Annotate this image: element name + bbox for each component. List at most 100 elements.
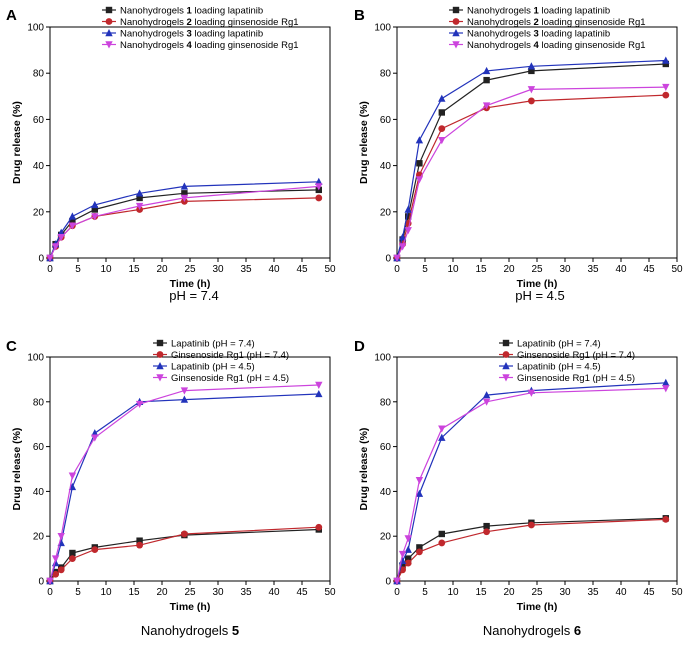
data-point <box>69 555 76 562</box>
data-point <box>136 541 144 549</box>
data-point <box>57 234 65 242</box>
legend-label: Lapatinib (pH = 7.4) <box>171 339 255 350</box>
chart-panel-c: C 0 5 10 15 20 25 30 35 40 45 50 0 20 40 60 80 100 Time (h… <box>6 338 336 638</box>
panel-caption: pH = 4.5 <box>515 288 565 303</box>
data-point <box>51 555 60 563</box>
data-point <box>57 228 65 236</box>
data-point <box>69 217 76 225</box>
x-tick-label: 45 <box>643 587 655 598</box>
legend: Lapatinib (pH = 7.4)Ginsenoside Rg1 (pH … <box>153 339 289 384</box>
x-tick-label: 30 <box>212 587 224 598</box>
data-point <box>404 535 412 543</box>
data-point <box>438 136 446 145</box>
chart-panel-a: A 0 5 10 15 20 25 30 35 40 45 50 0 20 40 60 80 100 Time (h… <box>6 6 336 304</box>
x-tick-label: 40 <box>268 264 280 275</box>
legend-label: Nanohydrogels 3 loading lapatinib <box>120 29 263 40</box>
data-point <box>404 545 412 553</box>
y-tick-label: 0 <box>385 577 391 588</box>
data-point <box>398 243 407 251</box>
legend-marker <box>156 339 164 347</box>
series-line <box>396 59 666 259</box>
legend-marker <box>502 339 510 347</box>
legend: Nanohydrogels 1 loading lapatinibNanohyd… <box>102 6 299 51</box>
x-tick-label: 20 <box>156 587 168 598</box>
data-point <box>482 66 491 75</box>
legend: Nanohydrogels 1 loading lapatinibNanohyd… <box>449 6 646 51</box>
data-point <box>438 425 446 433</box>
legend-marker <box>156 362 164 370</box>
data-point <box>483 528 490 536</box>
x-tick-label: 10 <box>100 264 112 275</box>
x-tick-label: 40 <box>615 264 627 275</box>
y-tick-label: 20 <box>33 532 45 543</box>
data-point <box>415 136 424 144</box>
x-tick-label: 25 <box>184 587 196 598</box>
x-tick-label: 5 <box>75 587 81 598</box>
data-point <box>527 62 536 70</box>
legend-marker <box>502 362 510 370</box>
series-line <box>396 382 666 582</box>
x-tick-label: 40 <box>615 587 627 598</box>
panel-letter: B <box>354 7 365 24</box>
data-point <box>315 183 323 191</box>
data-point <box>438 433 446 441</box>
x-tick-label: 50 <box>671 587 683 598</box>
y-axis-label: Drug release (%) <box>358 428 370 511</box>
x-tick-label: 20 <box>503 587 515 598</box>
y-tick-label: 80 <box>33 397 45 408</box>
data-point <box>438 94 446 102</box>
x-tick-label: 35 <box>587 587 599 598</box>
panel-caption: Nanohydrogels 5 <box>141 623 239 638</box>
y-tick-label: 100 <box>374 23 391 34</box>
plot-frame <box>49 26 331 259</box>
y-tick-label: 100 <box>27 23 44 34</box>
x-axis-label: Time (h) <box>517 601 558 613</box>
panel-caption: Nanohydrogels 6 <box>483 623 581 638</box>
x-tick-label: 10 <box>447 587 459 598</box>
legend-label: Nanohydrogels 3 loading lapatinib <box>467 29 610 40</box>
y-tick-label: 40 <box>33 161 45 172</box>
x-tick-label: 30 <box>212 264 224 275</box>
legend-marker <box>502 351 510 358</box>
x-tick-label: 5 <box>422 264 428 275</box>
legend-label: Ginsenoside Rg1 (pH = 7.4) <box>517 350 635 361</box>
legend-marker <box>502 374 510 382</box>
x-tick-label: 35 <box>587 264 599 275</box>
data-point <box>393 254 401 262</box>
y-tick-label: 80 <box>33 69 45 80</box>
data-point <box>438 530 445 538</box>
x-tick-label: 0 <box>394 264 400 275</box>
data-point <box>315 523 323 531</box>
data-point <box>662 516 670 523</box>
data-point <box>57 566 65 574</box>
legend-marker <box>105 6 113 14</box>
data-point <box>399 562 406 569</box>
x-tick-label: 25 <box>531 264 543 275</box>
series-line <box>396 94 666 259</box>
x-tick-label: 15 <box>475 264 487 275</box>
legend-marker <box>156 374 164 382</box>
y-tick-label: 40 <box>380 487 392 498</box>
y-axis-label: Drug release (%) <box>358 101 370 184</box>
data-point <box>438 539 446 547</box>
x-tick-label: 10 <box>100 587 112 598</box>
y-tick-label: 0 <box>38 577 44 588</box>
data-point <box>415 477 424 485</box>
data-point <box>68 472 77 480</box>
x-tick-label: 20 <box>503 264 515 275</box>
data-point <box>416 160 423 167</box>
data-point <box>527 86 536 94</box>
y-tick-label: 40 <box>33 487 45 498</box>
x-axis-label: Time (h) <box>517 278 558 290</box>
y-tick-label: 0 <box>385 254 391 265</box>
data-point <box>398 233 407 241</box>
data-point <box>438 109 445 116</box>
y-axis-label: Drug release (%) <box>11 101 23 184</box>
x-tick-label: 45 <box>643 264 655 275</box>
series-line <box>396 518 666 582</box>
data-point <box>68 222 77 230</box>
data-point <box>415 489 424 497</box>
legend-marker <box>452 29 460 37</box>
legend-marker <box>452 18 460 25</box>
data-point <box>315 194 323 202</box>
